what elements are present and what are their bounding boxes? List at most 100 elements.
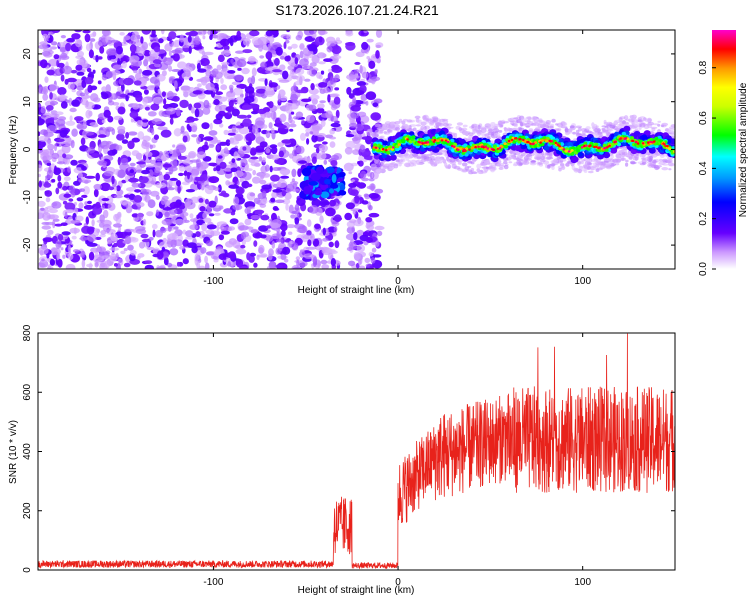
- heatmap-cell: [360, 170, 367, 179]
- heatmap-cell: [207, 30, 212, 35]
- heatmap-cell: [346, 226, 355, 234]
- heatmap-cell: [92, 69, 96, 74]
- heatmap-cell: [258, 225, 269, 232]
- heatmap-cell: [353, 251, 362, 261]
- heatmap-cell: [229, 140, 240, 145]
- heatmap-cell: [140, 188, 147, 194]
- heatmap-cell: [244, 86, 255, 94]
- heatmap-cell: [64, 211, 68, 219]
- heatmap-cell: [166, 218, 173, 226]
- heatmap-cell: [110, 39, 119, 43]
- heatmap-cell: [84, 33, 91, 43]
- heatmap-cell: [228, 100, 234, 108]
- heatmap-cell: [551, 118, 556, 123]
- heatmap-cell: [145, 164, 156, 168]
- heatmap-cell: [363, 155, 374, 160]
- heatmap-cell: [209, 122, 213, 131]
- heatmap-cell: [78, 179, 83, 183]
- heatmap-cell: [89, 38, 96, 42]
- heatmap-cell: [270, 110, 276, 120]
- heatmap-cell: [71, 89, 76, 93]
- heatmap-cell: [203, 99, 210, 109]
- heatmap-cell: [254, 209, 265, 214]
- heatmap-cell: [82, 30, 91, 34]
- heatmap-cell: [125, 132, 130, 139]
- heatmap-cell: [46, 169, 54, 179]
- heatmap-cell: [283, 41, 287, 50]
- heatmap-cell: [425, 158, 431, 162]
- heatmap-cell: [115, 45, 123, 55]
- heatmap-cell: [158, 62, 169, 70]
- heatmap-cell: [190, 106, 195, 114]
- heatmap-cell: [348, 182, 357, 188]
- heatmap-cell: [48, 214, 59, 220]
- heatmap-cell: [371, 247, 377, 253]
- heatmap-cell: [289, 128, 294, 132]
- heatmap-cell: [319, 215, 324, 224]
- heatmap-cell: [89, 33, 97, 38]
- heatmap-cell: [83, 186, 90, 195]
- heatmap-cell: [70, 69, 77, 74]
- heatmap-cell: [57, 116, 67, 121]
- heatmap-cell: [493, 132, 501, 137]
- heatmap-cell: [319, 100, 326, 104]
- heatmap-cell: [205, 69, 211, 77]
- heatmap-cell: [276, 231, 280, 240]
- heatmap-cell: [63, 193, 72, 198]
- heatmap-cell: [196, 151, 207, 159]
- heatmap-cell: [292, 149, 298, 157]
- heatmap-cell: [49, 113, 60, 118]
- heatmap-cell: [280, 253, 287, 261]
- heatmap-cell: [43, 159, 50, 164]
- heatmap-cell: [280, 223, 288, 232]
- heatmap-cell: [245, 133, 256, 142]
- heatmap-cell: [498, 130, 503, 133]
- heatmap-cell: [155, 209, 160, 216]
- heatmap-cell: [595, 125, 599, 128]
- heatmap-cell: [60, 222, 68, 226]
- heatmap-cell: [184, 198, 192, 207]
- heatmap-cell: [127, 131, 138, 136]
- heatmap-cell: [594, 132, 599, 136]
- heatmap-cell: [318, 61, 326, 65]
- heatmap-cell: [221, 68, 230, 76]
- heatmap-cell: [57, 174, 62, 182]
- heatmap-cell: [378, 126, 382, 130]
- heatmap-cell: [351, 74, 360, 79]
- heatmap-cell: [325, 36, 336, 44]
- heatmap-cell: [279, 113, 287, 123]
- heatmap-cell: [368, 251, 374, 257]
- heatmap-cell: [83, 120, 87, 127]
- heatmap-cell: [364, 193, 371, 200]
- heatmap-cell: [114, 213, 122, 219]
- heatmap-cell: [106, 48, 117, 56]
- heatmap-cell: [652, 159, 657, 164]
- heatmap-cell: [577, 161, 581, 166]
- heatmap-cell: [223, 45, 230, 51]
- heatmap-cell: [311, 98, 318, 105]
- heatmap-cell: [314, 223, 321, 229]
- heatmap-cell: [247, 77, 253, 84]
- heatmap-cell: [46, 229, 54, 235]
- heatmap-cell: [494, 126, 498, 130]
- heatmap-cell: [219, 38, 230, 47]
- heatmap-cell: [603, 119, 607, 124]
- heatmap-cell: [202, 106, 211, 115]
- heatmap-cell: [294, 57, 299, 65]
- heatmap-cell: [72, 249, 80, 253]
- heatmap-cell: [282, 70, 289, 80]
- heatmap-cell: [444, 162, 448, 168]
- heatmap-cell: [107, 239, 112, 245]
- heatmap-cell: [364, 257, 371, 264]
- heatmap-cell: [568, 129, 573, 133]
- heatmap-cell: [284, 258, 289, 263]
- heatmap-cell: [50, 41, 58, 46]
- heatmap-cell: [63, 176, 71, 182]
- heatmap-cell: [472, 128, 478, 132]
- heatmap-cell: [449, 157, 456, 163]
- heatmap-cell: [294, 212, 299, 218]
- heatmap-cell: [227, 132, 236, 136]
- heatmap-cell: [365, 237, 373, 244]
- heatmap-cell: [138, 68, 143, 75]
